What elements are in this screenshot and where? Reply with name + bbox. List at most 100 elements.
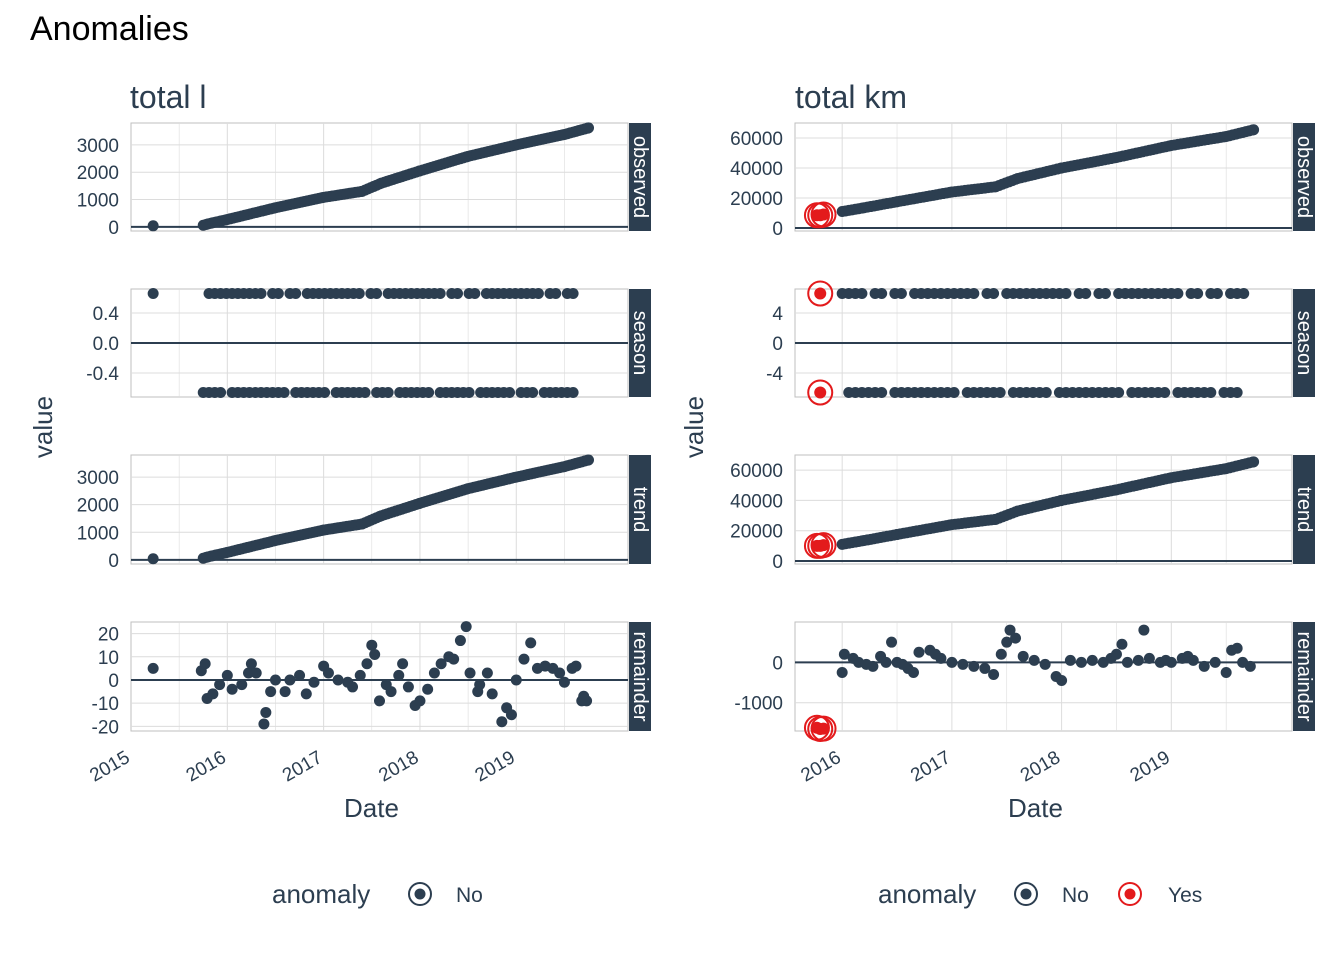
legend-item-label: Yes [1168, 884, 1202, 907]
facet-strip [629, 123, 651, 231]
data-point [269, 674, 281, 686]
facet-strip [629, 289, 651, 397]
data-point [1244, 660, 1256, 672]
data-point [525, 637, 537, 649]
data-point [1060, 288, 1072, 299]
data-point [946, 656, 958, 668]
chart-title: total km [795, 79, 907, 115]
data-point [1159, 387, 1171, 398]
data-point [397, 658, 409, 670]
data-point [366, 639, 378, 651]
data-point [1138, 624, 1150, 636]
data-point [1110, 648, 1122, 660]
data-point [1010, 632, 1022, 644]
data-point [284, 674, 296, 686]
data-point [374, 695, 385, 707]
data-point [319, 387, 331, 398]
facet-strip [1293, 455, 1315, 564]
data-point [1004, 624, 1016, 636]
legend-key-dot [1124, 888, 1136, 900]
data-point [527, 387, 539, 398]
data-point [243, 667, 255, 679]
data-point [1238, 288, 1250, 299]
data-point [496, 716, 508, 728]
data-point [1121, 656, 1133, 668]
facet-strip-label: season [629, 311, 651, 376]
data-point [988, 668, 1000, 680]
y-tick-label: 40000 [730, 491, 783, 512]
data-point [369, 648, 381, 660]
anomaly-ring [807, 379, 834, 406]
y-tick-label: 0 [108, 218, 119, 239]
data-point [1231, 642, 1243, 654]
data-point [1187, 654, 1199, 666]
data-point [294, 669, 306, 681]
data-point [558, 676, 570, 688]
data-point [308, 676, 320, 688]
data-point [260, 706, 272, 718]
y-tick-label: 20000 [730, 522, 783, 543]
x-axis-label: Date [1008, 793, 1063, 823]
data-point [215, 387, 227, 398]
y-axis-label: value [28, 396, 58, 458]
facet-strip [1293, 289, 1315, 397]
data-point [979, 662, 991, 674]
anomaly-ring [810, 715, 837, 742]
y-tick-label: 2000 [77, 496, 119, 517]
data-point [423, 387, 435, 398]
data-point [332, 674, 344, 686]
data-point [1001, 636, 1013, 648]
panel-remainder: -1000 0 remainder [734, 621, 1315, 742]
data-point [481, 667, 493, 679]
data-point [371, 288, 383, 299]
y-axis-label: value [679, 396, 709, 458]
data-point [1165, 656, 1177, 668]
data-point [1248, 124, 1260, 136]
data-point [876, 387, 888, 398]
legend-title: anomaly [272, 879, 370, 909]
y-tick-label: 20000 [730, 189, 783, 210]
data-point [1039, 658, 1051, 670]
data-point [880, 656, 892, 668]
data-point [957, 658, 969, 670]
chart-title: total l [130, 79, 206, 115]
y-tick-label: 20 [98, 625, 119, 646]
data-point [434, 288, 446, 299]
y-tick-label: 2000 [77, 163, 119, 184]
x-tick-label: 2018 [375, 747, 422, 786]
legend: anomaly No Yes [878, 879, 1202, 909]
legend-key-ring [1014, 882, 1038, 906]
y-tick-label: 10 [98, 648, 119, 669]
data-point [1113, 387, 1125, 398]
panel-trend: 0 1000 2000 3000 trend [77, 454, 651, 572]
data-point [994, 387, 1006, 398]
data-point [382, 387, 394, 398]
data-point [147, 288, 159, 299]
y-tick-label: 3000 [77, 136, 119, 157]
y-tick-label: 1000 [77, 523, 119, 544]
y-tick-label: -20 [92, 717, 119, 738]
y-tick-label: -1000 [734, 694, 783, 715]
data-point [1056, 675, 1068, 687]
data-point [1198, 660, 1210, 672]
x-tick-label: 2016 [183, 747, 230, 786]
panel-season: -4 0 4 season [766, 280, 1315, 406]
data-point [1248, 456, 1260, 468]
data-point [836, 666, 848, 678]
data-point [505, 709, 517, 721]
data-point [414, 695, 426, 707]
data-point [581, 695, 593, 707]
data-point [886, 636, 898, 648]
data-point [1132, 654, 1144, 666]
panel-observed: 0 20000 40000 60000 observed [730, 122, 1315, 240]
data-point [258, 718, 270, 730]
legend-key-ring [408, 882, 432, 906]
x-tick-label: 2019 [1127, 747, 1174, 786]
data-point [518, 653, 530, 665]
x-tick-label: 2017 [907, 747, 954, 786]
data-point [948, 387, 960, 398]
data-point [968, 288, 980, 299]
